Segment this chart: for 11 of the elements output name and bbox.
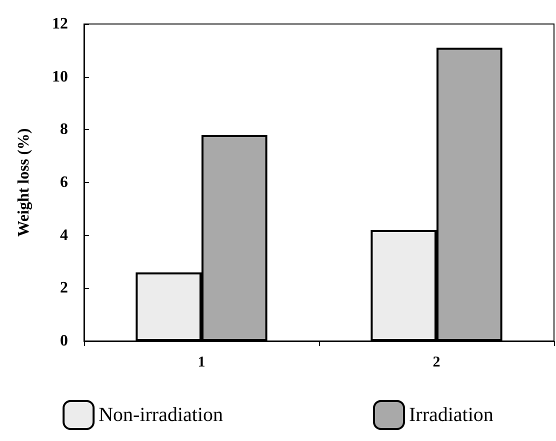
y-tick-label: 10 xyxy=(52,68,68,86)
x-tick-label: 1 xyxy=(198,354,206,370)
y-tick-label: 8 xyxy=(60,121,68,138)
y-tick-label: 2 xyxy=(60,280,68,297)
y-tick-label: 0 xyxy=(60,332,68,350)
y-axis-title: Weight loss (%) xyxy=(16,128,32,237)
y-tick-label: 12 xyxy=(52,16,68,32)
legend-label: Irradiation xyxy=(409,404,494,426)
y-tick-label: 6 xyxy=(60,174,68,191)
legend-label: Non-irradiation xyxy=(98,404,223,426)
y-tick-label: 4 xyxy=(60,226,68,244)
